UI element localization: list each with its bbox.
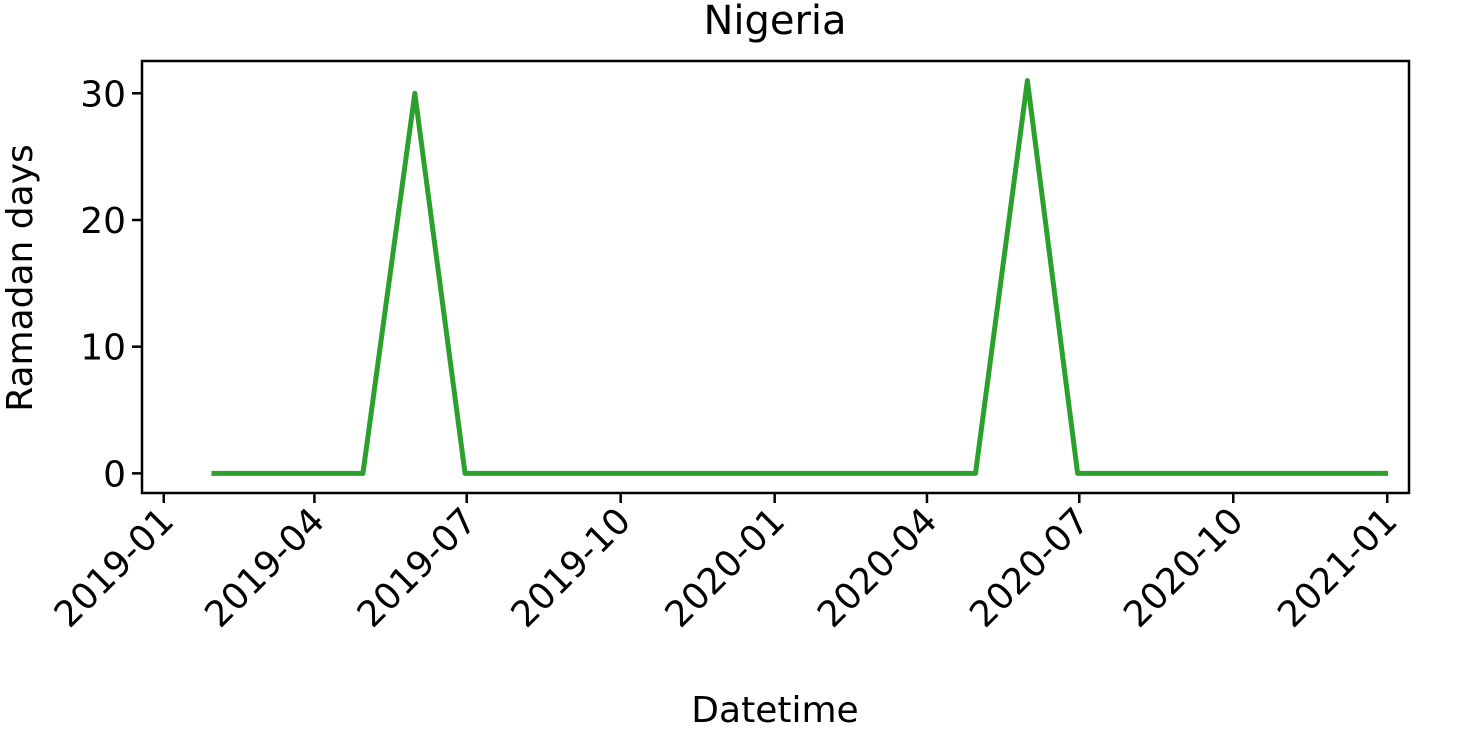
y-tick-label: 10	[80, 328, 126, 369]
x-tick-label: 2021-01	[1270, 500, 1405, 635]
x-axis-label: Datetime	[691, 690, 858, 731]
x-tick-label: 2019-01	[47, 500, 182, 635]
series-line-0	[211, 78, 1389, 476]
x-tick-label: 2020-01	[658, 500, 793, 635]
axes-frame	[140, 59, 1411, 495]
y-tick-label: 30	[80, 74, 126, 115]
x-tick-label: 2019-10	[504, 500, 639, 635]
x-tick-label: 2019-04	[197, 500, 332, 635]
y-tick-label: 0	[103, 454, 126, 495]
x-tick-label: 2020-07	[962, 500, 1097, 635]
plot-area	[211, 78, 1389, 476]
y-axis: 0 10 20 30	[80, 74, 142, 495]
x-tick-label: 2020-10	[1116, 500, 1251, 635]
x-tick-label: 2020-04	[810, 500, 945, 635]
x-tick-label: 2019-07	[350, 500, 485, 635]
x-axis: 2019-01 2019-04 2019-07 2019-10 2020-01 2020-…	[47, 493, 1406, 636]
y-tick-label: 20	[80, 201, 126, 242]
chart-title: Nigeria	[703, 0, 846, 44]
y-axis-label: Ramadan days	[0, 144, 41, 412]
